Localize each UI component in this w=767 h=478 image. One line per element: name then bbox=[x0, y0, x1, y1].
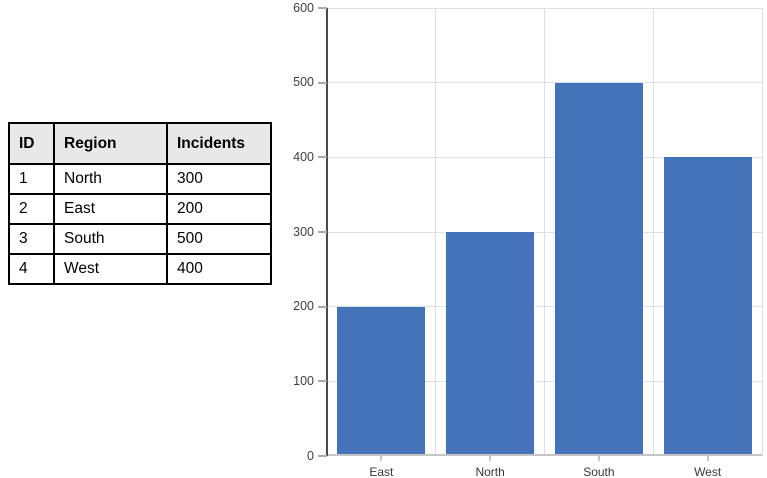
bar-west bbox=[663, 157, 752, 456]
x-axis-category-label: North bbox=[475, 465, 505, 478]
vertical-gridline bbox=[652, 8, 654, 456]
y-axis-tick bbox=[318, 455, 327, 457]
x-axis-category-label: West bbox=[694, 465, 722, 478]
column-header-incidents: Incidents bbox=[166, 122, 272, 165]
table-row: 2 East 200 bbox=[8, 193, 272, 225]
y-axis-tick-label: 300 bbox=[293, 224, 314, 239]
y-axis-tick bbox=[318, 156, 327, 159]
y-axis-tick bbox=[318, 231, 327, 233]
x-axis-category-label: South bbox=[583, 465, 615, 478]
table-cell: East bbox=[53, 193, 168, 225]
table-cell: 200 bbox=[166, 193, 272, 225]
y-axis-line bbox=[326, 8, 328, 456]
table-row: 1 North 300 bbox=[8, 163, 272, 195]
incidents-table: ID Region Incidents 1 North 300 2 East 200 3 Sout… bbox=[8, 122, 272, 285]
x-axis-tick bbox=[706, 456, 709, 461]
header-row: ID Region Incidents bbox=[8, 122, 272, 165]
x-axis-tick bbox=[380, 456, 383, 461]
y-axis-tick-label: 500 bbox=[293, 75, 314, 90]
table-row: 3 South 500 bbox=[8, 223, 272, 255]
table-cell: 400 bbox=[166, 253, 272, 285]
y-axis-tick-label: 400 bbox=[293, 149, 314, 164]
x-axis-category-label: East bbox=[369, 465, 394, 478]
bar-north bbox=[446, 232, 535, 456]
bar-east bbox=[337, 306, 426, 456]
column-header-region: Region bbox=[53, 122, 168, 165]
bar-south bbox=[554, 82, 643, 456]
table-cell: 1 bbox=[8, 163, 55, 195]
y-axis-tick bbox=[318, 7, 327, 9]
table-cell: 300 bbox=[166, 163, 272, 195]
x-axis-line bbox=[327, 454, 762, 456]
y-axis-tick-label: 600 bbox=[293, 0, 314, 15]
x-axis-tick bbox=[489, 456, 492, 461]
vertical-gridline bbox=[544, 8, 545, 456]
y-axis-tick bbox=[318, 81, 327, 84]
table-cell: North bbox=[53, 163, 168, 195]
y-axis-tick-label: 200 bbox=[293, 299, 314, 314]
incidents-table-body: 1 North 300 2 East 200 3 South 500 4 West 400 bbox=[8, 163, 272, 285]
bar-chart-plot-area: 0 100 200 300 400 500 600 East North South West bbox=[293, 1, 763, 478]
table-cell: 2 bbox=[8, 193, 55, 225]
table-cell: 3 bbox=[8, 223, 55, 255]
table-cell: 500 bbox=[166, 223, 272, 255]
table-cell: South bbox=[53, 223, 168, 255]
incidents-table-header: ID Region Incidents bbox=[8, 122, 272, 165]
y-axis-tick-label: 100 bbox=[293, 373, 314, 388]
y-axis-tick bbox=[318, 380, 327, 383]
vertical-gridline bbox=[761, 8, 763, 456]
y-axis-tick-label: 0 bbox=[307, 448, 314, 463]
table-row: 4 West 400 bbox=[8, 253, 272, 285]
table-cell: West bbox=[53, 253, 168, 285]
column-header-id: ID bbox=[8, 122, 55, 165]
y-axis-tick bbox=[318, 305, 327, 308]
x-axis-tick bbox=[597, 456, 600, 461]
vertical-gridline bbox=[435, 8, 437, 456]
table-cell: 4 bbox=[8, 253, 55, 285]
